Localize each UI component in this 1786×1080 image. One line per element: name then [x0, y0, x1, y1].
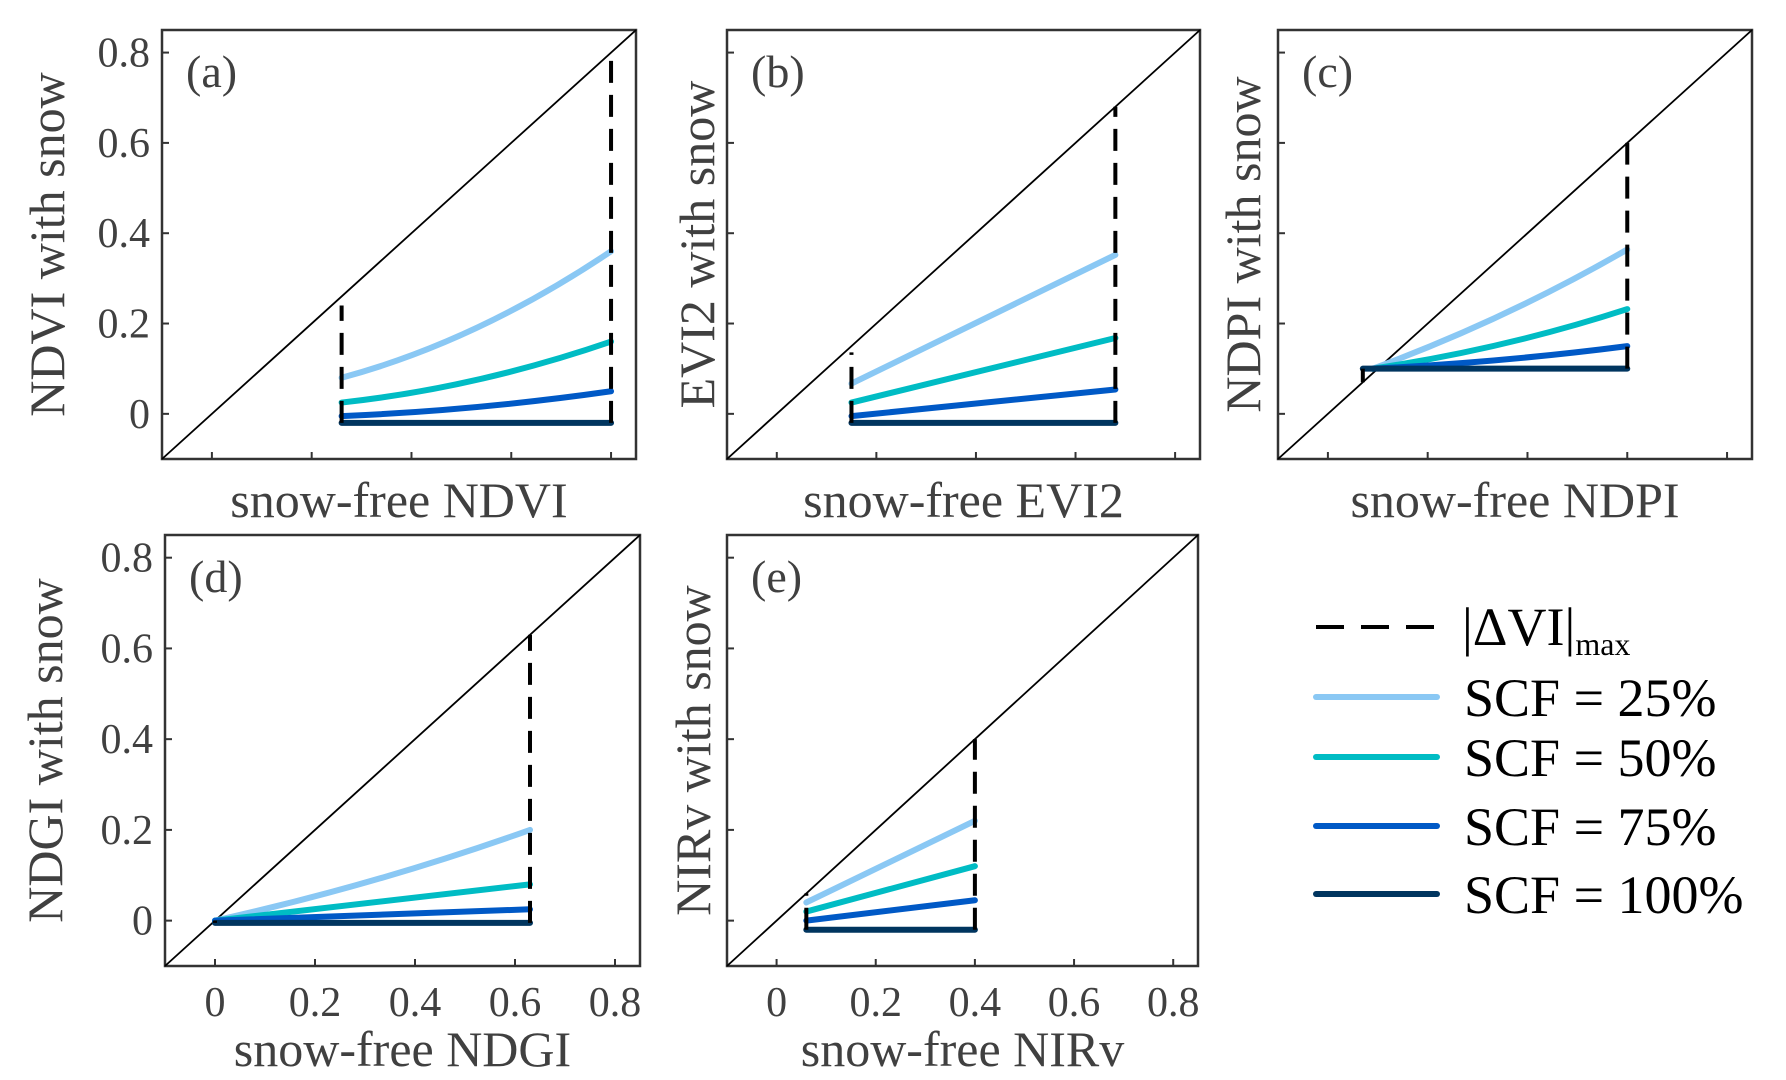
- panel-letter: (e): [751, 551, 802, 602]
- x-tick-label: 0.6: [489, 980, 542, 1026]
- series-line-scf-25: [848, 251, 1119, 387]
- series-line-scf-75: [803, 897, 978, 924]
- series-line-scf-50: [848, 334, 1119, 406]
- x-tick-label: 0.8: [589, 980, 642, 1026]
- x-tick-label: 0.6: [1048, 980, 1101, 1026]
- y-tick-label: 0.2: [101, 808, 154, 854]
- series-line-scf-25: [338, 248, 615, 381]
- y-tick-label: 0: [132, 899, 153, 945]
- x-axis-label: snow-free EVI2: [803, 472, 1124, 528]
- series-line-scf-25: [803, 817, 978, 906]
- plot-frame: [725, 533, 1200, 968]
- x-tick-label: 0.2: [849, 980, 902, 1026]
- x-axis-label: snow-free NIRv: [801, 1021, 1125, 1077]
- legend-label: SCF = 100%: [1464, 865, 1744, 925]
- panels: 0 0.2 0.4 0.6 0.8 (a) snow-free NDVI NDVI with …: [17, 28, 1754, 1077]
- panel-letter: (d): [189, 551, 243, 602]
- plot-frame: [160, 28, 638, 461]
- legend-item: SCF = 75%: [1313, 797, 1717, 857]
- series-line-scf-50: [803, 863, 978, 915]
- series-line-scf-75: [338, 388, 615, 420]
- x-tick-label: 0.4: [949, 980, 1002, 1026]
- x-tick-label: 0.8: [1147, 980, 1200, 1026]
- one-to-one-line: [1277, 29, 1753, 460]
- y-axis-label: NDGI with snow: [17, 578, 73, 922]
- y-tick-label: 0.2: [98, 302, 151, 348]
- series-line-scf-50: [212, 881, 533, 924]
- series-line-scf-25: [1369, 246, 1631, 372]
- x-tick-label: 0: [766, 980, 787, 1026]
- panel-letter: (b): [751, 46, 805, 97]
- x-tick-label: 0.4: [389, 980, 442, 1026]
- series-line-scf-25: [212, 826, 533, 924]
- panel-a: 0 0.2 0.4 0.6 0.8 (a) snow-free NDVI NDVI with …: [19, 28, 638, 528]
- plot-frame: [725, 28, 1202, 461]
- legend-item: SCF = 100%: [1313, 865, 1744, 925]
- plot-frame: [1276, 28, 1754, 461]
- series-line-scf-75: [848, 386, 1119, 420]
- y-axis-label: NIRv with snow: [665, 585, 721, 916]
- one-to-one-line: [164, 534, 641, 967]
- y-tick-label: 0: [129, 392, 150, 438]
- legend-label: SCF = 75%: [1464, 797, 1717, 857]
- series-line-scf-50: [1369, 306, 1631, 372]
- panel-letter: (c): [1302, 46, 1353, 97]
- legend-label: SCF = 50%: [1464, 728, 1717, 788]
- y-axis-label: NDVI with snow: [19, 72, 75, 416]
- series-line-scf-75: [1369, 343, 1631, 372]
- y-tick-label: 0.6: [101, 626, 154, 672]
- legend-item: SCF = 25%: [1313, 668, 1717, 728]
- x-axis-label: snow-free NDGI: [234, 1021, 571, 1077]
- y-tick-label: 0.4: [101, 717, 154, 763]
- x-axis-label: snow-free NDVI: [230, 472, 567, 528]
- legend: |ΔVI|max SCF = 25%SCF = 50% SCF = 75% SCF …: [1313, 597, 1744, 925]
- legend-label: SCF = 25%: [1464, 668, 1717, 728]
- panel-d: 0 0.2 0.4 0.6 0.8 0 0.2 0.4 0.6 0.8 (d) snow-free N…: [17, 533, 642, 1077]
- y-axis-label: EVI2 with snow: [669, 81, 725, 409]
- y-tick-label: 0.4: [98, 211, 151, 257]
- plot-frame: [163, 533, 642, 968]
- panel-e: 0 0.2 0.4 0.6 0.8 (e) snow-free NIRv NIRv with …: [665, 533, 1200, 1077]
- y-tick-label: 0.8: [98, 31, 151, 77]
- y-tick-label: 0.6: [98, 121, 151, 167]
- series-line-scf-75: [212, 906, 533, 924]
- y-axis-label: NDPI with snow: [1215, 76, 1271, 412]
- legend-item: SCF = 50%: [1313, 728, 1717, 788]
- one-to-one-line: [161, 29, 637, 460]
- panel-b: (b) snow-free EVI2 EVI2 with snow: [669, 28, 1202, 528]
- panel-c: (c) snow-free NDPI NDPI with snow: [1215, 28, 1754, 528]
- one-to-one-line: [726, 29, 1201, 460]
- x-tick-label: 0.2: [289, 980, 342, 1026]
- legend-dashed-label: |ΔVI|max: [1462, 597, 1630, 662]
- series-line-scf-50: [338, 338, 615, 406]
- x-tick-label: 0: [205, 980, 226, 1026]
- y-tick-label: 0.8: [101, 536, 154, 582]
- x-axis-label: snow-free NDPI: [1350, 472, 1679, 528]
- panel-letter: (a): [186, 46, 237, 97]
